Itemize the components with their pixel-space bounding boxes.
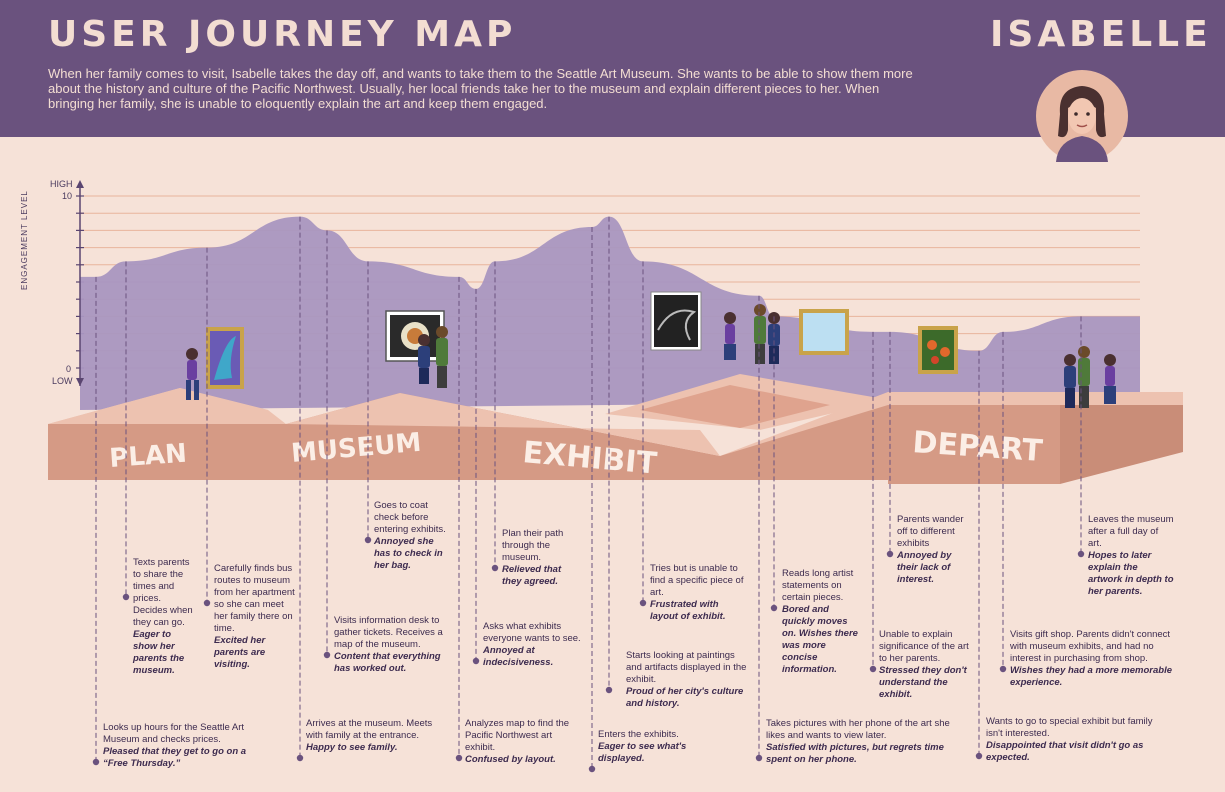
touchpoint-dot [323, 651, 331, 659]
touchpoint-dot [1077, 550, 1085, 558]
touchpoint-dot [639, 599, 647, 607]
painting-sky [799, 309, 849, 355]
axis-max-label: 10 [62, 191, 73, 201]
persona-avatar [1036, 70, 1128, 162]
painting-flowers [918, 326, 958, 374]
y-axis-title: ENGAGEMENT LEVEL [20, 190, 29, 290]
axis-high-label: HIGH [50, 179, 73, 189]
figure-family-museum [418, 326, 448, 388]
stage-label-plan: PLAN [108, 439, 187, 474]
journey-path [48, 374, 1183, 484]
note-13: Takes pictures with her phone of the art… [766, 718, 950, 765]
touchpoint-markers [92, 216, 1085, 773]
painting-plate [385, 310, 445, 362]
touchpoint-dot [999, 665, 1007, 673]
figure-isabelle-plan [186, 348, 199, 400]
note-15: Unable to explain significance of the ar… [879, 629, 969, 700]
painting-blue-bird [206, 327, 244, 389]
y-axis-arrow [76, 180, 84, 188]
touchpoint-dot [122, 593, 130, 601]
header-banner: USER JOURNEY MAP ISABELLE When her famil… [0, 0, 1225, 137]
touchpoint-dot [491, 564, 499, 572]
touchpoint-dot [869, 665, 877, 673]
note-19: Leaves the museum after a full day of ar… [1088, 514, 1174, 597]
note-6: Goes to coat check before entering exhib… [374, 500, 446, 571]
touchpoint-dot [975, 752, 983, 760]
note-2: Texts parents to share the times and pri… [133, 557, 193, 676]
axis-low-label: LOW [52, 376, 73, 386]
note-14: Reads long artist statements on certain … [782, 568, 858, 675]
touchpoint-dot [203, 599, 211, 607]
note-10: Enters the exhibits. Eager to see what's … [598, 729, 687, 764]
page-title: USER JOURNEY MAP [48, 14, 517, 55]
painting-dark-photo [650, 291, 702, 351]
note-16: Parents wander off to different exhibits… [897, 514, 964, 585]
note-7: Analyzes map to find the Pacific Northwe… [465, 718, 570, 765]
touchpoint-dot [886, 550, 894, 558]
note-11: Starts looking at paintings and artifact… [626, 650, 747, 709]
note-18: Visits gift shop. Parents didn't connect… [1010, 629, 1172, 688]
note-5: Visits information desk to gather ticket… [334, 615, 443, 674]
note-12: Tries but is unable to find a specific p… [650, 563, 744, 622]
touchpoint-dot [92, 758, 100, 766]
touchpoint-dot [588, 765, 596, 773]
note-17: Wants to go to special exhibit but famil… [986, 716, 1153, 763]
note-1: Looks up hours for the Seattle Art Museu… [103, 722, 247, 769]
touchpoint-dot [296, 754, 304, 762]
axis-zero-label: 0 [66, 364, 72, 374]
touchpoint-dot [364, 536, 372, 544]
touchpoint-dot [755, 754, 763, 762]
persona-description: When her family comes to visit, Isabelle… [48, 66, 913, 111]
y-axis-arrow-down [76, 378, 84, 386]
note-8: Asks what exhibits everyone wants to see… [483, 621, 581, 668]
note-3: Carefully finds bus routes to museum fro… [214, 563, 295, 670]
note-9: Plan their path through the museum. Relie… [502, 528, 564, 587]
touchpoint-dot [455, 754, 463, 762]
touchpoint-dot [605, 686, 613, 694]
engagement-area [80, 216, 1140, 410]
touchpoint-dot [770, 604, 778, 612]
note-4: Arrives at the museum. Meets with family… [306, 718, 433, 753]
touchpoint-dot [472, 657, 480, 665]
persona-name: ISABELLE [990, 14, 1212, 55]
